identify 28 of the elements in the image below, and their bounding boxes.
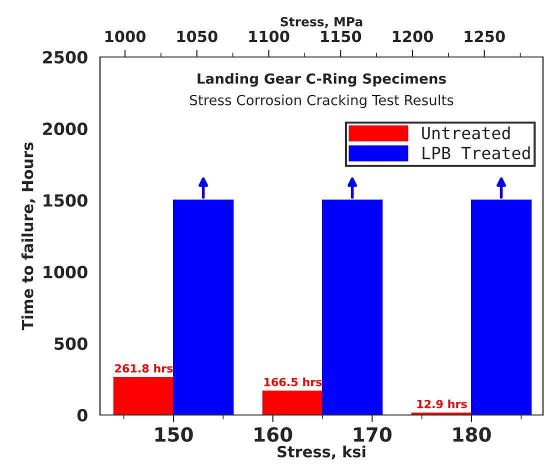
y-tick-label: 0 [77,408,88,422]
legend-label: LPB Treated [422,146,530,160]
x-tick-label: 150 [155,427,193,442]
x-tick-label: 170 [354,427,392,442]
y-tick-label: 500 [54,337,88,350]
x2-tick-label: 1250 [464,30,505,42]
x2-tick-label: 1050 [177,30,218,42]
y-tick-label: 1000 [44,266,88,278]
x2-tick-label: 1100 [249,30,290,42]
legend-label: Untreated [422,126,510,140]
data-label: 12.9 hrs [417,400,467,408]
x2-tick-label: 1000 [105,30,146,42]
y-tick-label: 1500 [44,194,88,207]
x-tick-label: 160 [254,427,292,442]
bar [113,376,174,415]
x-axis-title: Stress, ksi [278,446,366,460]
y-tick-label: 2000 [43,122,88,136]
y-axis-title: Time to failure, Hours [21,142,36,330]
x2-tick-label: 1200 [392,30,434,42]
x-tick-label: 180 [453,427,491,442]
y-tick-label: 2500 [43,50,88,64]
data-label: 261.8 hrs [115,364,173,373]
text: Landing Gear C-Ring Specimens [198,73,446,87]
bar [262,390,324,415]
x2-axis-title: Stress, MPa [280,16,362,28]
data-label: 166.5 hrs [264,378,322,386]
x2-tick-label: 1150 [321,30,362,42]
text: Stress Corrosion Cracking Test Results [190,94,454,108]
